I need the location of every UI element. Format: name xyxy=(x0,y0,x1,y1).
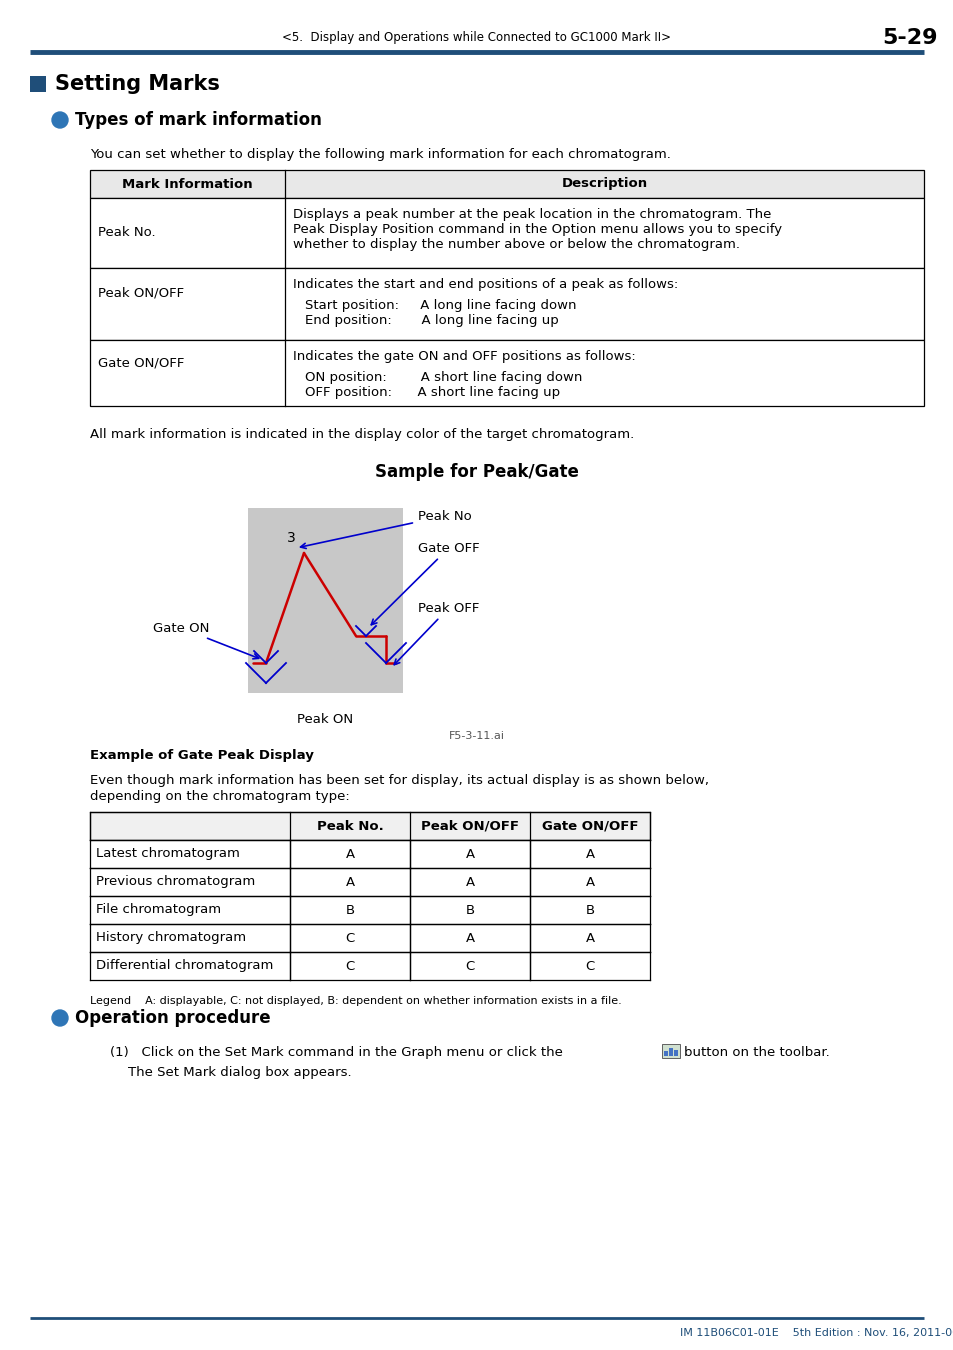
Bar xyxy=(90,198,923,269)
Text: Latest chromatogram: Latest chromatogram xyxy=(96,848,239,860)
Text: OFF position:      A short line facing up: OFF position: A short line facing up xyxy=(305,386,559,400)
Text: Indicates the start and end positions of a peak as follows:: Indicates the start and end positions of… xyxy=(293,278,678,292)
Text: Displays a peak number at the peak location in the chromatogram. The: Displays a peak number at the peak locat… xyxy=(293,208,771,221)
Text: Peak OFF: Peak OFF xyxy=(394,602,478,664)
Text: Even though mark information has been set for display, its actual display is as : Even though mark information has been se… xyxy=(90,774,708,787)
Circle shape xyxy=(52,112,68,128)
Bar xyxy=(90,923,649,952)
Text: Peak No.: Peak No. xyxy=(98,227,155,239)
Text: History chromatogram: History chromatogram xyxy=(96,931,246,945)
Text: Previous chromatogram: Previous chromatogram xyxy=(96,876,255,888)
Bar xyxy=(90,840,649,868)
Text: 3: 3 xyxy=(286,531,295,545)
Text: A: A xyxy=(465,848,474,860)
Text: A: A xyxy=(345,876,355,888)
Text: C: C xyxy=(345,960,355,972)
Text: C: C xyxy=(345,931,355,945)
Text: Legend    A: displayable, C: not displayed, B: dependent on whether information : Legend A: displayable, C: not displayed,… xyxy=(90,996,621,1006)
Text: Description: Description xyxy=(561,177,647,190)
Bar xyxy=(661,1044,679,1058)
Text: A: A xyxy=(465,876,474,888)
Bar xyxy=(663,1052,667,1056)
Text: Mark Information: Mark Information xyxy=(122,177,253,190)
Bar xyxy=(248,508,402,693)
Bar xyxy=(30,76,46,92)
Text: A: A xyxy=(585,876,594,888)
Text: Sample for Peak/Gate: Sample for Peak/Gate xyxy=(375,463,578,481)
Text: All mark information is indicated in the display color of the target chromatogra: All mark information is indicated in the… xyxy=(90,428,634,441)
Text: Types of mark information: Types of mark information xyxy=(75,111,321,130)
Text: Differential chromatogram: Differential chromatogram xyxy=(96,960,274,972)
Text: Setting Marks: Setting Marks xyxy=(55,74,219,94)
Text: <5.  Display and Operations while Connected to GC1000 Mark II>: <5. Display and Operations while Connect… xyxy=(282,31,671,45)
Text: A: A xyxy=(345,848,355,860)
Text: whether to display the number above or below the chromatogram.: whether to display the number above or b… xyxy=(293,238,740,251)
Text: Peak No: Peak No xyxy=(300,509,471,548)
Bar xyxy=(90,868,649,896)
Text: B: B xyxy=(465,903,474,917)
Bar xyxy=(90,811,649,840)
Bar xyxy=(90,896,649,923)
Text: Peak ON/OFF: Peak ON/OFF xyxy=(420,819,518,833)
Text: ON position:        A short line facing down: ON position: A short line facing down xyxy=(305,371,581,383)
Text: Peak No.: Peak No. xyxy=(316,819,383,833)
Bar xyxy=(90,340,923,406)
Text: Gate ON/OFF: Gate ON/OFF xyxy=(541,819,638,833)
Text: A: A xyxy=(585,931,594,945)
Text: Gate ON/OFF: Gate ON/OFF xyxy=(98,356,184,369)
Bar xyxy=(668,1048,672,1056)
Text: You can set whether to display the following mark information for each chromatog: You can set whether to display the follo… xyxy=(90,148,670,161)
Text: Peak Display Position command in the Option menu allows you to specify: Peak Display Position command in the Opt… xyxy=(293,223,781,236)
Text: Indicates the gate ON and OFF positions as follows:: Indicates the gate ON and OFF positions … xyxy=(293,350,635,363)
Text: The Set Mark dialog box appears.: The Set Mark dialog box appears. xyxy=(128,1066,352,1079)
Text: A: A xyxy=(465,931,474,945)
Text: 5-29: 5-29 xyxy=(882,28,937,49)
Bar xyxy=(90,170,923,198)
Text: button on the toolbar.: button on the toolbar. xyxy=(683,1046,829,1058)
Text: C: C xyxy=(465,960,475,972)
Text: End position:       A long line facing up: End position: A long line facing up xyxy=(305,315,558,327)
Text: Start position:     A long line facing down: Start position: A long line facing down xyxy=(305,298,576,312)
Text: A: A xyxy=(585,848,594,860)
Text: Peak ON: Peak ON xyxy=(297,713,354,726)
Circle shape xyxy=(52,1010,68,1026)
Text: Gate ON: Gate ON xyxy=(152,621,258,659)
Text: Operation procedure: Operation procedure xyxy=(75,1008,271,1027)
Text: B: B xyxy=(585,903,594,917)
Text: depending on the chromatogram type:: depending on the chromatogram type: xyxy=(90,790,350,803)
Text: F5-3-11.ai: F5-3-11.ai xyxy=(449,730,504,741)
Text: C: C xyxy=(585,960,594,972)
Text: (1)   Click on the Set Mark command in the Graph menu or click the: (1) Click on the Set Mark command in the… xyxy=(110,1046,562,1058)
Bar xyxy=(673,1049,678,1056)
Text: Peak ON/OFF: Peak ON/OFF xyxy=(98,286,184,298)
Bar xyxy=(90,952,649,980)
Text: B: B xyxy=(345,903,355,917)
Text: File chromatogram: File chromatogram xyxy=(96,903,221,917)
Bar xyxy=(90,269,923,340)
Text: Example of Gate Peak Display: Example of Gate Peak Display xyxy=(90,749,314,761)
Text: Gate OFF: Gate OFF xyxy=(371,541,479,625)
Text: IM 11B06C01-01E    5th Edition : Nov. 16, 2011-00: IM 11B06C01-01E 5th Edition : Nov. 16, 2… xyxy=(679,1328,953,1338)
